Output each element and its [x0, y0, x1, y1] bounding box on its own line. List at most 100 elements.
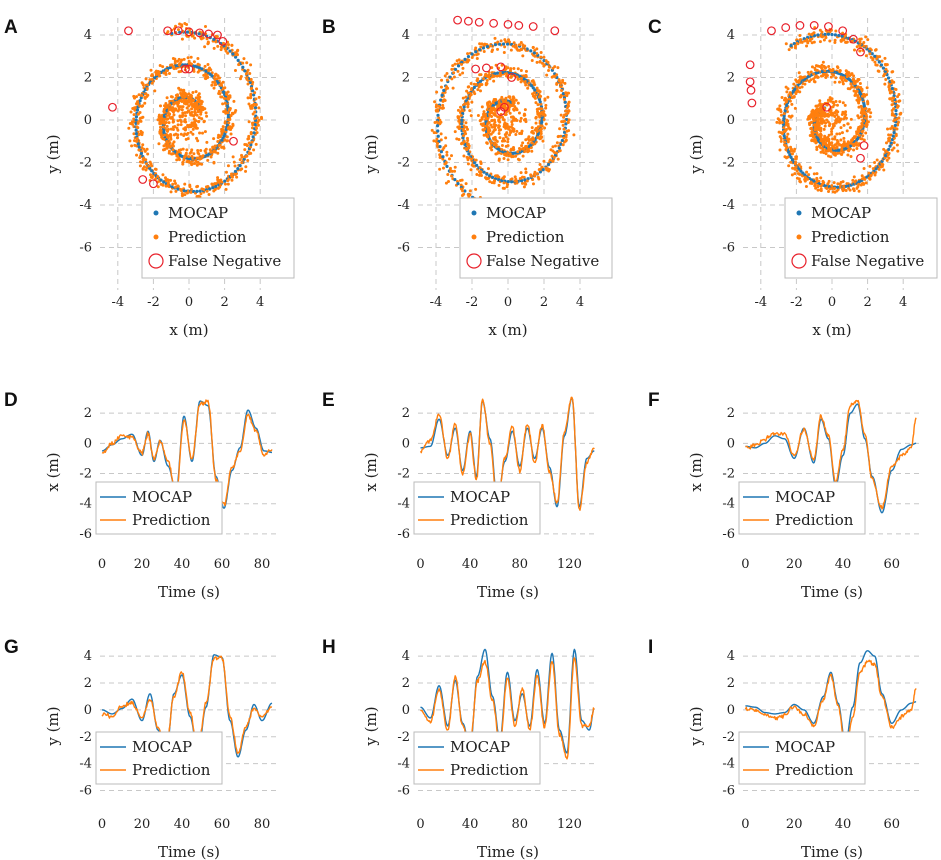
x-tick-label: 80	[512, 557, 529, 572]
prediction-point	[479, 45, 483, 49]
prediction-point	[146, 83, 150, 87]
mocap-point	[252, 131, 256, 135]
prediction-point	[836, 66, 840, 70]
prediction-point	[543, 97, 547, 101]
mocap-point	[785, 103, 789, 107]
mocap-point	[241, 65, 245, 69]
prediction-point	[814, 108, 818, 112]
prediction-point	[807, 80, 811, 84]
prediction-point	[502, 156, 506, 160]
y-tick-label: 2	[727, 406, 735, 421]
prediction-point	[192, 152, 196, 156]
prediction-point	[175, 93, 179, 97]
mocap-point	[436, 134, 440, 138]
mocap-point	[561, 92, 565, 96]
prediction-point	[456, 69, 460, 73]
prediction-point	[141, 160, 145, 164]
prediction-point	[178, 114, 182, 118]
prediction-point	[895, 117, 899, 121]
x-tick-label: 0	[741, 817, 749, 832]
prediction-point	[841, 80, 845, 84]
prediction-point	[522, 185, 526, 189]
prediction-point	[855, 89, 859, 93]
prediction-point	[529, 145, 533, 149]
prediction-point	[512, 41, 516, 45]
prediction-point	[468, 189, 472, 193]
prediction-point	[467, 156, 471, 160]
false-negative-point	[514, 21, 524, 30]
prediction-point	[807, 173, 811, 177]
prediction-point	[196, 62, 200, 66]
prediction-point	[197, 92, 201, 96]
prediction-point	[132, 132, 136, 136]
prediction-point	[492, 181, 496, 185]
prediction-point	[470, 100, 474, 104]
prediction-point	[776, 107, 780, 111]
x-axis-label: Time (s)	[158, 843, 220, 860]
prediction-point	[557, 79, 561, 83]
y-tick-label: 4	[727, 28, 735, 43]
prediction-point	[180, 37, 184, 41]
prediction-point	[441, 99, 445, 103]
prediction-point	[865, 122, 869, 126]
mocap-point	[812, 179, 816, 183]
prediction-point	[860, 109, 864, 113]
prediction-point	[469, 82, 473, 86]
false-negative-point	[550, 26, 560, 36]
prediction-point	[466, 101, 470, 105]
prediction-point	[855, 147, 859, 151]
prediction-point	[881, 163, 885, 167]
prediction-point	[812, 172, 816, 176]
legend-marker-prediction	[796, 234, 802, 240]
prediction-point	[168, 145, 172, 149]
prediction-point	[877, 69, 881, 73]
prediction-point	[448, 166, 452, 170]
prediction-point	[531, 79, 535, 83]
prediction-point	[456, 108, 460, 112]
prediction-point	[488, 180, 492, 184]
prediction-point	[213, 188, 217, 192]
prediction-point	[203, 64, 207, 68]
x-tick-label: 2	[220, 295, 228, 310]
prediction-point	[204, 151, 208, 155]
prediction-point	[246, 68, 250, 72]
prediction-point	[226, 43, 230, 47]
prediction-point	[183, 95, 187, 99]
prediction-point	[212, 137, 216, 141]
prediction-point	[842, 140, 846, 144]
prediction-point	[146, 152, 150, 156]
prediction-point	[895, 143, 899, 147]
prediction-point	[144, 158, 148, 162]
prediction-point	[246, 158, 250, 162]
mocap-point	[892, 131, 896, 135]
prediction-point	[248, 96, 252, 100]
legend-label: MOCAP	[450, 738, 510, 756]
mocap-point	[559, 142, 563, 146]
mocap-point	[877, 60, 881, 64]
prediction-point	[457, 119, 461, 123]
prediction-point	[171, 110, 175, 114]
prediction-point	[815, 110, 819, 114]
prediction-point	[196, 184, 200, 188]
prediction-point	[189, 187, 193, 191]
mocap-point	[137, 145, 141, 149]
mocap-point	[873, 54, 877, 58]
prediction-point	[159, 130, 163, 134]
prediction-point	[499, 39, 503, 43]
y-tick-label: -6	[722, 784, 735, 799]
prediction-point	[226, 90, 230, 94]
prediction-point	[172, 65, 176, 69]
prediction-point	[221, 125, 225, 129]
prediction-point	[490, 148, 494, 152]
prediction-point	[469, 93, 473, 97]
mocap-point	[463, 57, 467, 61]
prediction-point	[497, 125, 501, 129]
prediction-point	[197, 69, 201, 73]
legend-label: False Negative	[486, 252, 599, 270]
prediction-point	[849, 117, 853, 121]
prediction-point	[235, 175, 239, 179]
prediction-point	[168, 112, 172, 116]
prediction-point	[504, 67, 508, 71]
y-tick-label: -6	[722, 241, 735, 256]
prediction-point	[819, 126, 823, 130]
